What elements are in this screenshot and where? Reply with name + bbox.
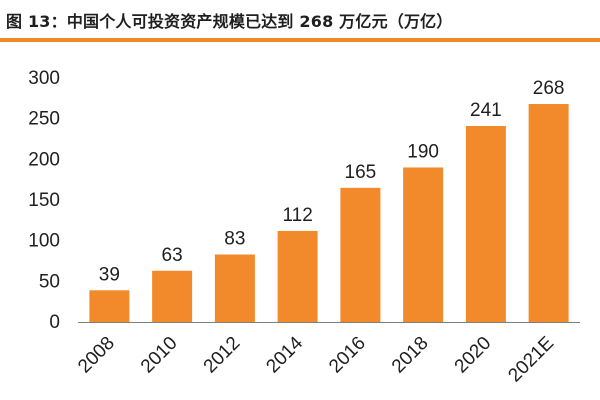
figure-header: 图 13：中国个人可投资资产规模已达到 268 万亿元（万亿） <box>0 0 600 44</box>
y-tick-label: 300 <box>28 68 60 89</box>
bars <box>89 104 569 322</box>
bar-2020 <box>465 125 506 322</box>
bar-2008 <box>89 290 130 322</box>
bar-2018 <box>403 167 444 322</box>
bar-2021E <box>528 104 569 322</box>
bar-2012 <box>214 254 255 322</box>
x-tick-label: 2018 <box>388 333 433 378</box>
bar-value-label: 83 <box>224 228 245 249</box>
bar-value-label: 190 <box>407 141 439 162</box>
y-tick-label: 250 <box>28 109 60 130</box>
bar-2010 <box>152 270 193 322</box>
bar-value-label: 165 <box>345 162 377 183</box>
bar-value-label: 63 <box>162 245 183 266</box>
y-axis-ticks: 0 50 100 150 200 250 300 <box>28 68 60 333</box>
bar-value-label: 241 <box>470 100 502 121</box>
bar-value-label: 268 <box>533 78 565 99</box>
x-axis-ticks: 2008 2010 2012 2014 2016 2018 2020 2021E <box>74 332 558 386</box>
y-tick-label: 150 <box>28 190 60 211</box>
x-tick-label: 2010 <box>137 333 182 378</box>
x-tick-label: 2008 <box>74 333 119 378</box>
x-tick-label: 2012 <box>200 333 245 378</box>
y-tick-label: 100 <box>28 231 60 252</box>
y-tick-label: 50 <box>39 271 60 292</box>
bar-2014 <box>277 230 318 322</box>
bar-2016 <box>340 187 381 322</box>
title-accent-rule <box>0 38 600 42</box>
data-labels: 39 63 83 112 165 190 241 268 <box>99 78 565 285</box>
bar-value-label: 112 <box>282 205 312 226</box>
x-tick-label: 2016 <box>325 333 370 378</box>
bar-value-label: 39 <box>99 264 120 285</box>
y-tick-label: 0 <box>49 312 60 333</box>
x-tick-label: 2014 <box>262 332 307 377</box>
y-tick-label: 200 <box>28 149 60 170</box>
x-tick-label: 2021E <box>504 333 558 387</box>
figure-title: 图 13：中国个人可投资资产规模已达到 268 万亿元（万亿） <box>6 12 453 31</box>
x-tick-label: 2020 <box>451 333 496 378</box>
